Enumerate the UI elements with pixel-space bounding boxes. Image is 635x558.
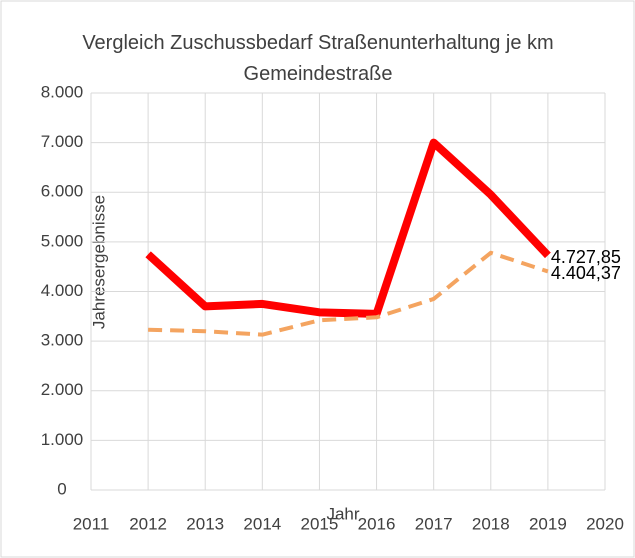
x-tick-label: 2020 — [586, 514, 624, 533]
x-axis-label: Jahr — [326, 504, 359, 523]
y-tick-label: 2.000 — [41, 380, 84, 399]
x-tick-label: 2017 — [415, 514, 453, 533]
series-line — [148, 250, 549, 337]
x-tick-label: 2019 — [529, 514, 567, 533]
y-tick-label: 1.000 — [41, 430, 84, 449]
y-tick-label: 8.000 — [41, 82, 84, 101]
y-tick-label: 5.000 — [41, 231, 84, 250]
x-tick-label: 2016 — [358, 514, 396, 533]
x-tick-label: 2015 — [301, 514, 339, 533]
y-tick-label: 4.000 — [41, 281, 84, 300]
data-label: 4.727,85 — [551, 247, 621, 267]
y-tick-label: 0 — [57, 479, 66, 498]
x-tick-label: 2011 — [73, 514, 110, 533]
x-tick-label: 2013 — [186, 514, 224, 533]
y-axis-label: Jahresergebnisse — [89, 195, 108, 329]
series-line — [145, 138, 551, 318]
chart-title: Vergleich Zuschussbedarf Straßenunterhal… — [82, 32, 554, 85]
data-label: 4.404,37 — [551, 263, 621, 283]
x-tick-label: 2018 — [472, 514, 510, 533]
y-tick-label: 6.000 — [41, 182, 84, 201]
x-tick-label: 2012 — [129, 514, 167, 533]
y-tick-label: 3.000 — [41, 331, 84, 350]
y-tick-label: 7.000 — [41, 132, 84, 151]
x-tick-label: 2014 — [243, 514, 281, 533]
